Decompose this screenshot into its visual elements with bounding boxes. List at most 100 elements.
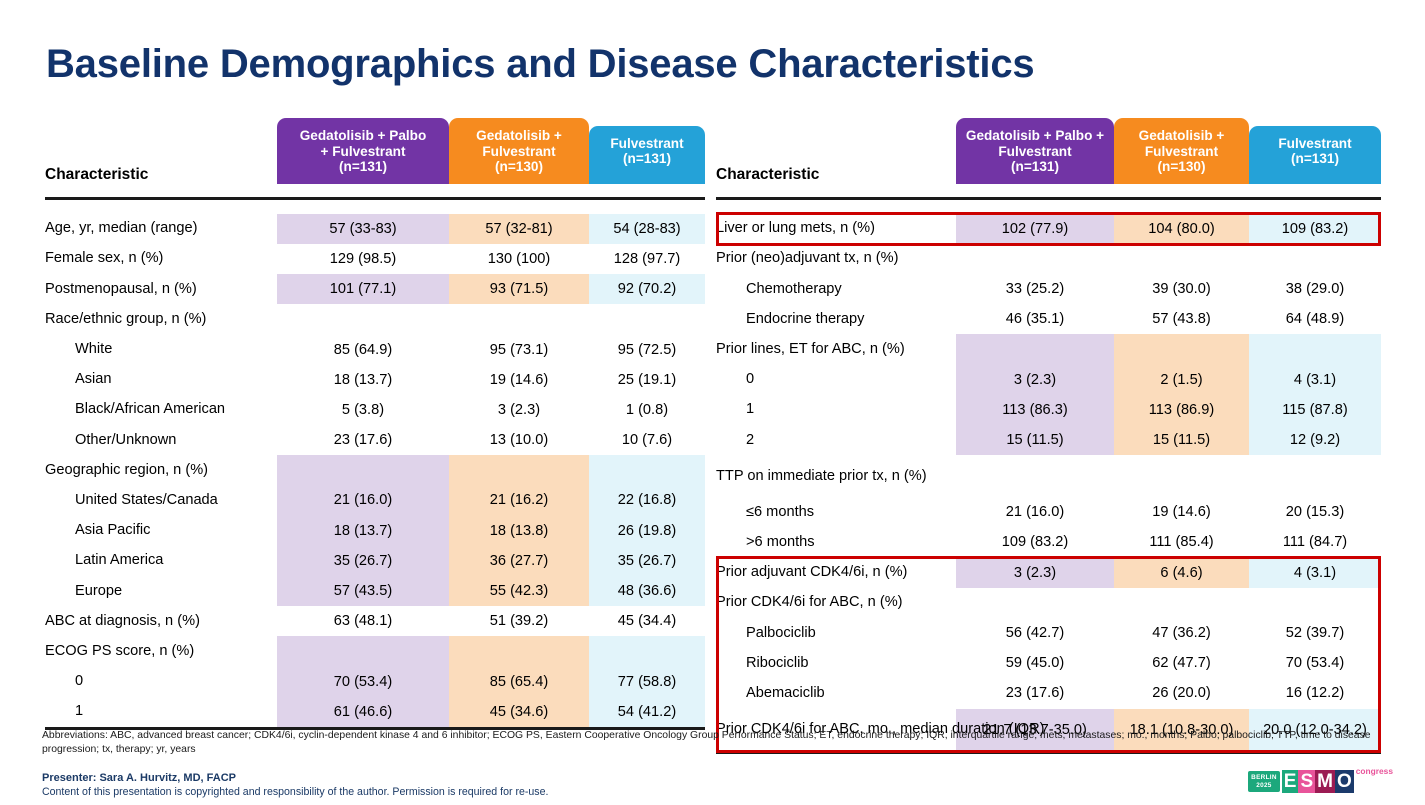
arm2-line3: (n=130) (1157, 159, 1206, 174)
row-value: 95 (72.5) (617, 341, 677, 358)
row-label: Geographic region, n (%) (45, 461, 209, 478)
row-value: 20 (15.3) (1285, 504, 1345, 521)
table-row: Age, yr, median (range) 57 (33-83) 57 (32-… (45, 213, 705, 244)
row-value (1249, 334, 1381, 365)
row-label: ABC at diagnosis, n (%) (45, 612, 200, 629)
arm1-line2: + Fulvestrant (320, 143, 406, 159)
table-row: Latin America 35 (26.7) 36 (27.7) 35 (26.7) (45, 545, 705, 576)
row-value (449, 304, 589, 334)
header-rule-row (45, 184, 705, 214)
row-value: 56 (42.7) (1005, 625, 1065, 642)
right-table: Characteristic Gedatolisib + Palbo + Ful… (716, 118, 1381, 751)
page-title: Baseline Demographics and Disease Charac… (46, 42, 1035, 86)
row-label: Asian (75, 371, 112, 388)
row-label: Liver or lung mets, n (%) (716, 220, 875, 237)
esmo-letter-s: S (1298, 770, 1316, 793)
berlin-2025-badge: BERLIN 2025 (1248, 771, 1280, 792)
esmo-letter-m: M (1315, 770, 1335, 793)
row-value: 92 (70.2) (589, 274, 705, 305)
row-value: 57 (33-83) (277, 213, 449, 244)
row-value: 26 (19.8) (589, 515, 705, 546)
row-value: 102 (77.9) (956, 213, 1114, 244)
table-row: Geographic region, n (%) (45, 455, 705, 486)
row-value: 113 (86.9) (1114, 394, 1249, 425)
row-value: 21.7 (13.7-35.0) (956, 708, 1114, 751)
row-label: 1 (75, 703, 84, 720)
row-value: 115 (87.8) (1249, 394, 1381, 425)
left-demographics-table: Characteristic Gedatolisib + Palbo + Ful… (45, 118, 705, 730)
row-label: 0 (746, 371, 755, 388)
row-label: Race/ethnic group, n (%) (45, 310, 207, 327)
left-table-bottom-rule (45, 726, 705, 730)
row-label: 0 (75, 673, 84, 690)
arm2-line1: Gedatolisib + (1138, 128, 1225, 143)
arm1-line3: (n=131) (339, 159, 387, 174)
row-value: 61 (46.6) (277, 696, 449, 727)
row-value: 4 (3.1) (1249, 557, 1381, 588)
row-value: 18 (13.7) (333, 371, 393, 388)
table-row: Prior CDK4/6i for ABC, mo., median durat… (716, 708, 1381, 751)
arm2-line1: Gedatolisib + (476, 128, 562, 143)
row-value (589, 304, 705, 334)
row-value: 70 (53.4) (277, 666, 449, 697)
row-value: 57 (43.5) (277, 575, 449, 607)
row-value: 85 (64.9) (333, 341, 393, 358)
table-row: 1 113 (86.3) 113 (86.9) 115 (87.8) (716, 394, 1381, 425)
badge-line-2: 2025 (1256, 781, 1272, 789)
row-value: 55 (42.3) (449, 575, 589, 607)
row-value: 48 (36.6) (589, 575, 705, 607)
arm3-line2: (n=131) (623, 151, 671, 166)
row-value (956, 588, 1114, 618)
row-label: 1 (746, 401, 755, 418)
arm1-line3: (n=131) (1011, 159, 1059, 174)
row-value: 63 (48.1) (333, 613, 393, 630)
row-label: Endocrine therapy (746, 310, 865, 327)
row-value: 18 (13.7) (277, 515, 449, 546)
row-value (277, 304, 449, 334)
table-row: ECOG PS score, n (%) (45, 636, 705, 667)
row-value: 15 (11.5) (956, 425, 1114, 456)
row-value: 57 (32-81) (449, 213, 589, 244)
row-value: 54 (41.2) (589, 696, 705, 727)
table-row: >6 months 109 (83.2) 111 (85.4) 111 (84.7) (716, 527, 1381, 557)
row-value: 38 (29.0) (1285, 281, 1345, 298)
row-value: 21 (16.0) (1005, 504, 1065, 521)
column-header-characteristic: Characteristic (45, 165, 149, 183)
row-value: 16 (12.2) (1285, 685, 1345, 702)
row-label: Age, yr, median (range) (45, 220, 198, 237)
table-row: Prior lines, ET for ABC, n (%) (716, 334, 1381, 365)
row-value: 104 (80.0) (1114, 213, 1249, 244)
column-header-arm-gedatolisib-palbo-fulvestrant: Gedatolisib + Palbo + Fulvestrant (n=131… (956, 118, 1114, 184)
table-row: White 85 (64.9) 95 (73.1) 95 (72.5) (45, 334, 705, 364)
table-row: 0 3 (2.3) 2 (1.5) 4 (3.1) (716, 364, 1381, 395)
row-value: 39 (30.0) (1152, 281, 1211, 298)
row-value: 26 (20.0) (1152, 685, 1211, 702)
table-header-row: Characteristic Gedatolisib + Palbo + Ful… (716, 118, 1381, 184)
row-label: Postmenopausal, n (%) (45, 280, 197, 297)
row-value: 2 (1.5) (1114, 364, 1249, 395)
arm3-line1: Fulvestrant (610, 135, 684, 151)
row-value: 57 (43.8) (1152, 311, 1211, 328)
row-value (589, 455, 705, 486)
table-row: TTP on immediate prior tx, n (%) (716, 455, 1381, 497)
row-label: Black/African American (75, 401, 226, 418)
table-row: Female sex, n (%) 129 (98.5) 130 (100) 128 … (45, 244, 705, 274)
row-value (589, 636, 705, 667)
arm2-line3: (n=130) (495, 159, 543, 174)
table-row: Black/African American 5 (3.8) 3 (2.3) 1 (0… (45, 395, 705, 425)
row-value: 3 (2.3) (956, 364, 1114, 395)
arm2-line2: Fulvestrant (482, 143, 556, 159)
table-row: 2 15 (11.5) 15 (11.5) 12 (9.2) (716, 425, 1381, 456)
row-label: Other/Unknown (75, 431, 177, 448)
table-header-row: Characteristic Gedatolisib + Palbo + Ful… (45, 118, 705, 184)
arm3-line1: Fulvestrant (1278, 135, 1352, 151)
table-row: Prior (neo)adjuvant tx, n (%) (716, 244, 1381, 274)
table-row: Liver or lung mets, n (%) 102 (77.9) 104 (… (716, 213, 1381, 244)
row-value: 23 (17.6) (333, 432, 393, 449)
row-value: 109 (83.2) (1249, 213, 1381, 244)
row-value: 21 (16.0) (277, 485, 449, 516)
row-value: 85 (65.4) (449, 666, 589, 697)
table-row: Prior CDK4/6i for ABC, n (%) (716, 588, 1381, 618)
